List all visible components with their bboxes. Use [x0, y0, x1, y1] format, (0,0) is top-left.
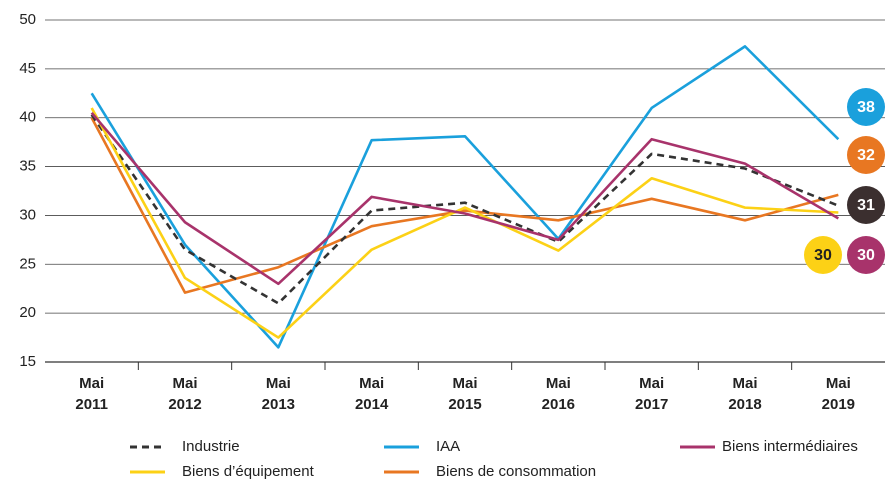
y-tick-label: 30: [19, 206, 36, 223]
y-tick-label: 35: [19, 158, 36, 175]
value-bubble: [804, 236, 842, 274]
x-tick-label: Mai 2011: [75, 375, 108, 413]
value-bubble: [847, 136, 885, 174]
x-tick-label: Mai 2012: [168, 375, 202, 413]
series-line: [90, 111, 839, 286]
series-line: [90, 117, 839, 294]
y-tick-label: 45: [19, 60, 36, 77]
x-tick-label: Mai 2017: [634, 375, 669, 413]
value-bubble: [847, 186, 885, 224]
value-label: 38: [857, 99, 875, 116]
legend-label: Biens de consommation: [436, 463, 596, 480]
legend-label: Biens d’équipement: [182, 463, 315, 480]
value-label: 32: [857, 147, 875, 164]
x-tick-label: Mai 2016: [541, 375, 576, 413]
value-bubble: [847, 236, 885, 274]
y-tick-label: 15: [19, 353, 36, 370]
legend-label: IAA: [436, 438, 460, 455]
x-tick-label: Mai 2013: [261, 375, 296, 413]
y-tick-label: 20: [19, 304, 36, 321]
series-line: [90, 107, 839, 339]
x-tick-label: Mai 2018: [728, 375, 762, 413]
y-tick-label: 40: [19, 109, 36, 126]
series-line: [90, 114, 839, 305]
legend-label: Biens intermédiaires: [722, 438, 858, 455]
legend-label: Industrie: [182, 438, 240, 455]
value-bubble: [847, 88, 885, 126]
value-label: 31: [857, 197, 875, 214]
x-tick-label: Mai 2019: [821, 375, 856, 413]
y-tick-label: 25: [19, 255, 36, 272]
value-label: 30: [814, 247, 832, 264]
x-tick-label: Mai 2014: [354, 375, 389, 413]
x-tick-label: Mai 2015: [448, 375, 482, 413]
y-tick-label: 50: [19, 11, 36, 28]
series-line: [90, 45, 840, 349]
value-label: 30: [857, 247, 875, 264]
